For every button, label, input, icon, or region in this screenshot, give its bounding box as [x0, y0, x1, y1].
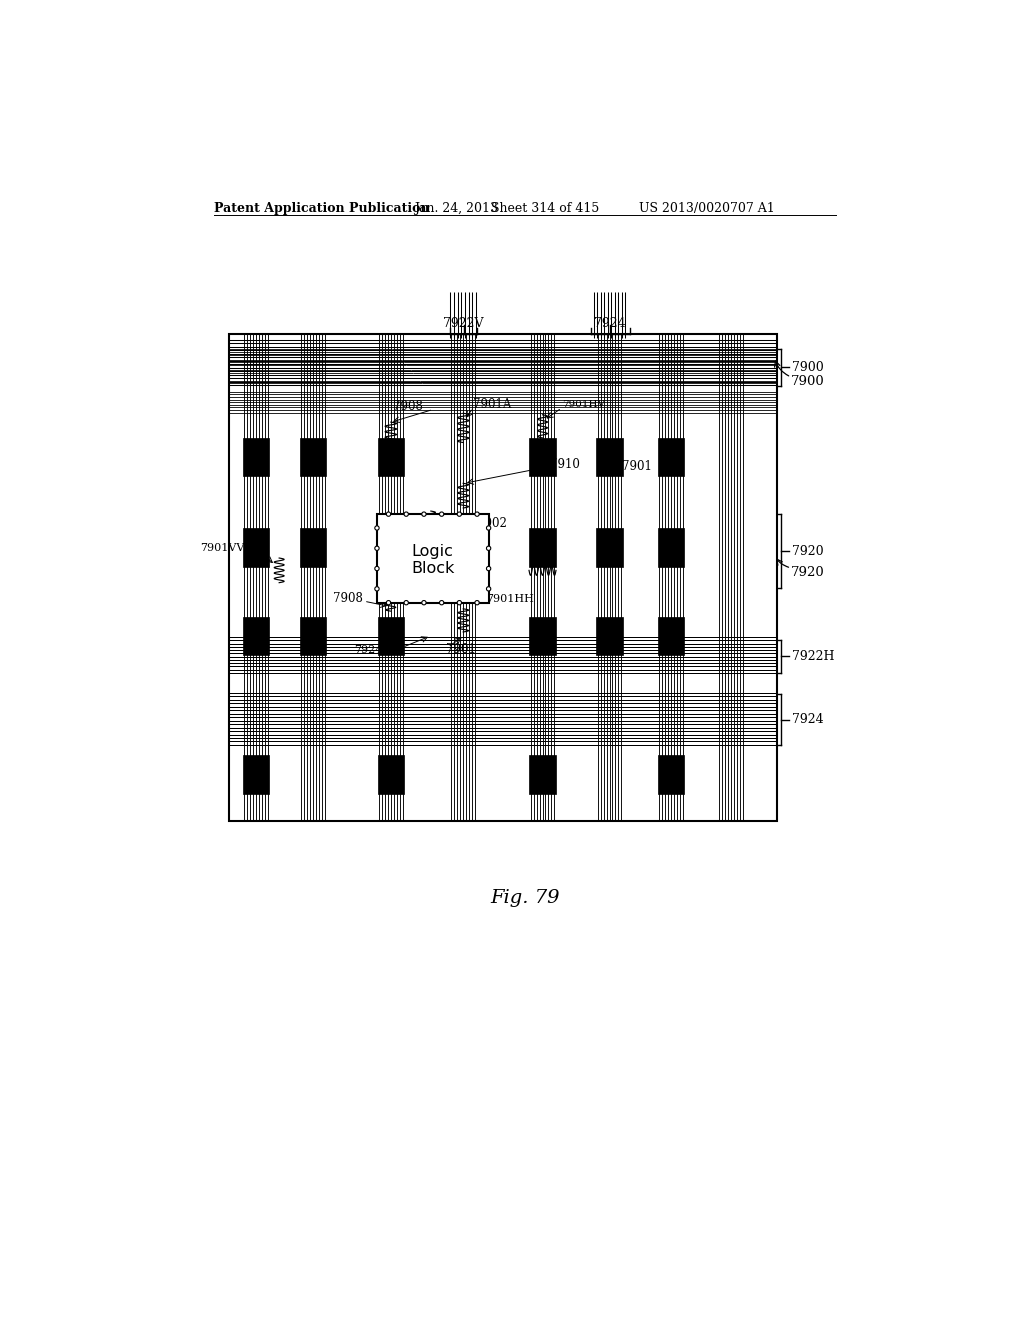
Bar — [378, 438, 403, 477]
Circle shape — [375, 566, 379, 570]
Text: 7901VV: 7901VV — [200, 543, 245, 553]
Text: 7901: 7901 — [622, 459, 651, 473]
Text: Jan. 24, 2013: Jan. 24, 2013 — [414, 202, 498, 215]
Text: 7910: 7910 — [550, 458, 580, 471]
Bar — [229, 334, 777, 821]
Bar — [378, 616, 403, 655]
Text: US 2013/0020707 A1: US 2013/0020707 A1 — [639, 202, 774, 215]
Bar — [300, 616, 326, 655]
Circle shape — [422, 601, 426, 605]
Text: 7908: 7908 — [393, 400, 423, 413]
Bar — [243, 438, 269, 477]
Circle shape — [375, 546, 379, 550]
Bar — [529, 616, 556, 655]
Text: 7902: 7902 — [477, 517, 507, 529]
Bar — [596, 616, 623, 655]
Text: Logic
Block: Logic Block — [411, 544, 455, 576]
Circle shape — [386, 601, 391, 605]
Text: 7900: 7900 — [792, 360, 823, 374]
Circle shape — [422, 512, 426, 516]
Bar — [529, 528, 556, 566]
Bar — [378, 755, 403, 793]
Circle shape — [457, 512, 462, 516]
Circle shape — [486, 586, 490, 591]
Bar — [529, 438, 556, 477]
Circle shape — [375, 586, 379, 591]
Bar — [658, 755, 684, 793]
Circle shape — [486, 525, 490, 531]
Bar — [658, 438, 684, 477]
Text: 7922V: 7922V — [443, 317, 483, 330]
Bar — [243, 616, 269, 655]
Text: 7922H: 7922H — [792, 649, 835, 663]
Bar — [658, 616, 684, 655]
Bar — [300, 438, 326, 477]
Text: 7901HV: 7901HV — [562, 400, 605, 409]
Circle shape — [486, 566, 490, 570]
Bar — [596, 438, 623, 477]
Circle shape — [439, 512, 443, 516]
Text: 7920: 7920 — [792, 545, 823, 557]
Bar — [377, 515, 488, 603]
Circle shape — [439, 601, 443, 605]
Bar — [243, 528, 269, 566]
Circle shape — [375, 525, 379, 531]
Circle shape — [404, 512, 409, 516]
Text: 7901: 7901 — [446, 643, 476, 656]
Bar — [300, 528, 326, 566]
Circle shape — [475, 601, 479, 605]
Circle shape — [486, 546, 490, 550]
Text: 7924LH: 7924LH — [354, 644, 400, 655]
Circle shape — [386, 512, 391, 516]
Text: 7901A: 7901A — [473, 399, 512, 412]
Text: 7924: 7924 — [792, 713, 823, 726]
Text: 7908: 7908 — [333, 593, 364, 606]
Bar — [596, 528, 623, 566]
Text: 7920: 7920 — [792, 566, 825, 579]
Text: 7906: 7906 — [454, 564, 484, 577]
Bar — [658, 528, 684, 566]
Bar — [529, 755, 556, 793]
Text: Sheet 314 of 415: Sheet 314 of 415 — [490, 202, 599, 215]
Circle shape — [475, 512, 479, 516]
Circle shape — [457, 601, 462, 605]
Text: Fig. 79: Fig. 79 — [490, 888, 559, 907]
Circle shape — [404, 601, 409, 605]
Text: 7901HH: 7901HH — [486, 594, 535, 603]
Bar — [243, 755, 269, 793]
Text: Patent Application Publication: Patent Application Publication — [214, 202, 429, 215]
Text: 7924: 7924 — [595, 317, 626, 330]
Text: 7900: 7900 — [792, 375, 825, 388]
